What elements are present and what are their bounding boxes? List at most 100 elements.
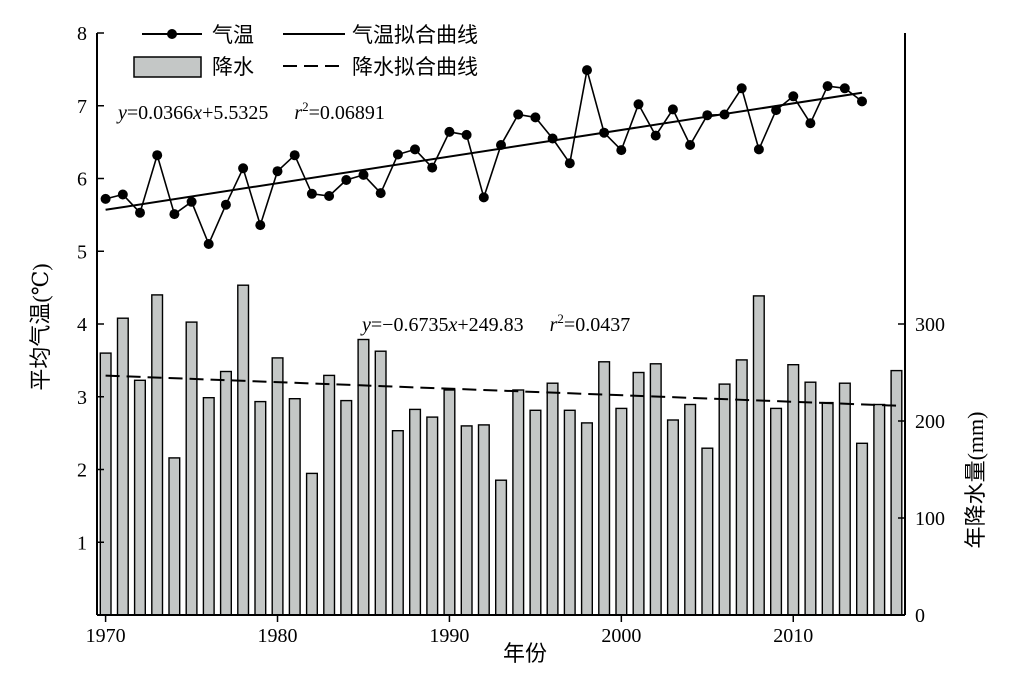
precipitation-bar bbox=[821, 401, 834, 616]
temperature-point bbox=[496, 140, 506, 150]
left-y-tick-label: 8 bbox=[77, 23, 87, 45]
right-y-tick-label: 300 bbox=[915, 314, 945, 336]
precipitation-bar bbox=[718, 383, 731, 616]
precipitation-bar bbox=[615, 407, 628, 616]
precipitation-bar bbox=[580, 422, 593, 616]
temperature-point bbox=[272, 166, 283, 177]
precipitation-bar bbox=[99, 352, 112, 616]
temperature-point bbox=[513, 109, 524, 120]
precipitation-bar bbox=[133, 379, 147, 616]
tick-marks: 1970 1980 1990 2000 2010 1 2 3 4 5 6 7 8 0 100 200 300 bbox=[77, 23, 945, 647]
precipitation-bar bbox=[856, 442, 869, 616]
legend-temperature-fit-label: 气温拟合曲线 bbox=[352, 23, 478, 47]
temperature-point bbox=[667, 104, 678, 115]
temperature-point bbox=[685, 140, 696, 150]
precipitation-bar bbox=[838, 382, 851, 616]
temperature-point bbox=[152, 150, 163, 161]
temperature-fit-line bbox=[105, 91, 863, 211]
temperature-point bbox=[857, 96, 867, 107]
temperature-point bbox=[203, 239, 214, 249]
precipitation-bar bbox=[632, 371, 645, 616]
precipitation-bar bbox=[409, 408, 422, 616]
temperature-point bbox=[255, 220, 266, 231]
x-axis-title: 年份 bbox=[503, 641, 547, 666]
temperature-point bbox=[410, 144, 420, 155]
legend-precipitation-label: 降水 bbox=[212, 55, 254, 79]
temperature-point bbox=[135, 207, 145, 218]
precipitation-bar bbox=[357, 338, 370, 616]
temperature-point bbox=[547, 133, 558, 144]
precipitation-bar bbox=[804, 381, 817, 616]
precipitation-bar bbox=[391, 430, 404, 616]
x-tick-label: 1990 bbox=[429, 625, 469, 647]
left-y-tick-label: 1 bbox=[77, 532, 87, 554]
temperature-point bbox=[444, 126, 455, 137]
temperature-point bbox=[530, 112, 541, 123]
legend-temperature-marker bbox=[167, 29, 177, 39]
right-y-tick-label: 100 bbox=[915, 508, 945, 530]
precipitation-bar bbox=[288, 398, 301, 616]
temperature-point bbox=[289, 150, 300, 161]
temperature-point bbox=[220, 199, 231, 210]
legend: 气温 气温拟合曲线 降水 降水拟合曲线 bbox=[133, 23, 478, 79]
fit-lines bbox=[105, 91, 897, 407]
left-y-tick-label: 6 bbox=[77, 169, 87, 191]
left-y-axis-title: 平均气温(℃) bbox=[28, 263, 53, 390]
temperature-line bbox=[105, 69, 863, 247]
left-y-tick-label: 4 bbox=[77, 314, 87, 336]
precipitation-bar bbox=[477, 424, 490, 616]
precipitation-bar bbox=[684, 403, 697, 616]
precipitation-bar bbox=[254, 400, 267, 616]
x-tick-label: 2010 bbox=[773, 625, 813, 647]
precipitation-bar bbox=[460, 425, 473, 616]
precipitation-bar bbox=[116, 317, 129, 616]
precipitation-bar bbox=[546, 382, 559, 616]
left-y-tick-label: 7 bbox=[77, 96, 87, 118]
temperature-point bbox=[719, 109, 730, 120]
precipitation-bar bbox=[770, 407, 783, 616]
precipitation-bar bbox=[529, 409, 542, 616]
temperature-point bbox=[633, 99, 644, 110]
temperature-fit-equation: y=0.0366x+5.5325 r2=0.06891 bbox=[116, 99, 385, 124]
precipitation-bar bbox=[495, 479, 508, 616]
precipitation-bar bbox=[168, 457, 181, 616]
precipitation-bar bbox=[443, 389, 456, 616]
temperature-point bbox=[358, 169, 369, 180]
temperature-point bbox=[702, 110, 713, 121]
precipitation-bar bbox=[219, 370, 233, 616]
temperature-point bbox=[478, 192, 489, 203]
precipitation-bar bbox=[202, 397, 215, 616]
precipitation-bar bbox=[649, 363, 662, 616]
temperature-point bbox=[839, 83, 850, 94]
left-y-tick-label: 2 bbox=[77, 460, 87, 482]
precipitation-bar bbox=[340, 399, 353, 616]
precipitation-bar bbox=[666, 419, 679, 616]
temperature-point bbox=[375, 188, 386, 199]
temperature-point bbox=[100, 193, 111, 204]
temperature-point bbox=[427, 162, 438, 173]
temperature-point bbox=[805, 118, 816, 129]
precipitation-bar bbox=[563, 409, 576, 616]
precipitation-bars bbox=[99, 284, 903, 616]
precipitation-bar bbox=[151, 294, 164, 616]
temperature-point bbox=[736, 83, 747, 94]
temperature-point bbox=[169, 209, 180, 220]
temperature-point bbox=[582, 65, 592, 76]
temperature-point bbox=[324, 191, 335, 201]
precipitation-bar bbox=[735, 359, 748, 616]
right-y-axis-title: 年降水量(mm) bbox=[963, 412, 988, 549]
temperature-point bbox=[788, 91, 799, 102]
precipitation-bar bbox=[185, 321, 198, 616]
precipitation-bar bbox=[271, 357, 284, 616]
temperature-point bbox=[341, 175, 352, 185]
precipitation-fit-equation: y=−0.6735x+249.83 r2=0.0437 bbox=[360, 311, 630, 336]
precipitation-bar bbox=[305, 472, 319, 616]
precipitation-bar bbox=[374, 350, 387, 616]
precipitation-bar bbox=[237, 284, 250, 616]
precipitation-bar bbox=[701, 447, 714, 616]
temperature-point bbox=[461, 129, 472, 140]
temperature-point bbox=[117, 189, 128, 200]
precipitation-fit-line bbox=[105, 374, 897, 407]
